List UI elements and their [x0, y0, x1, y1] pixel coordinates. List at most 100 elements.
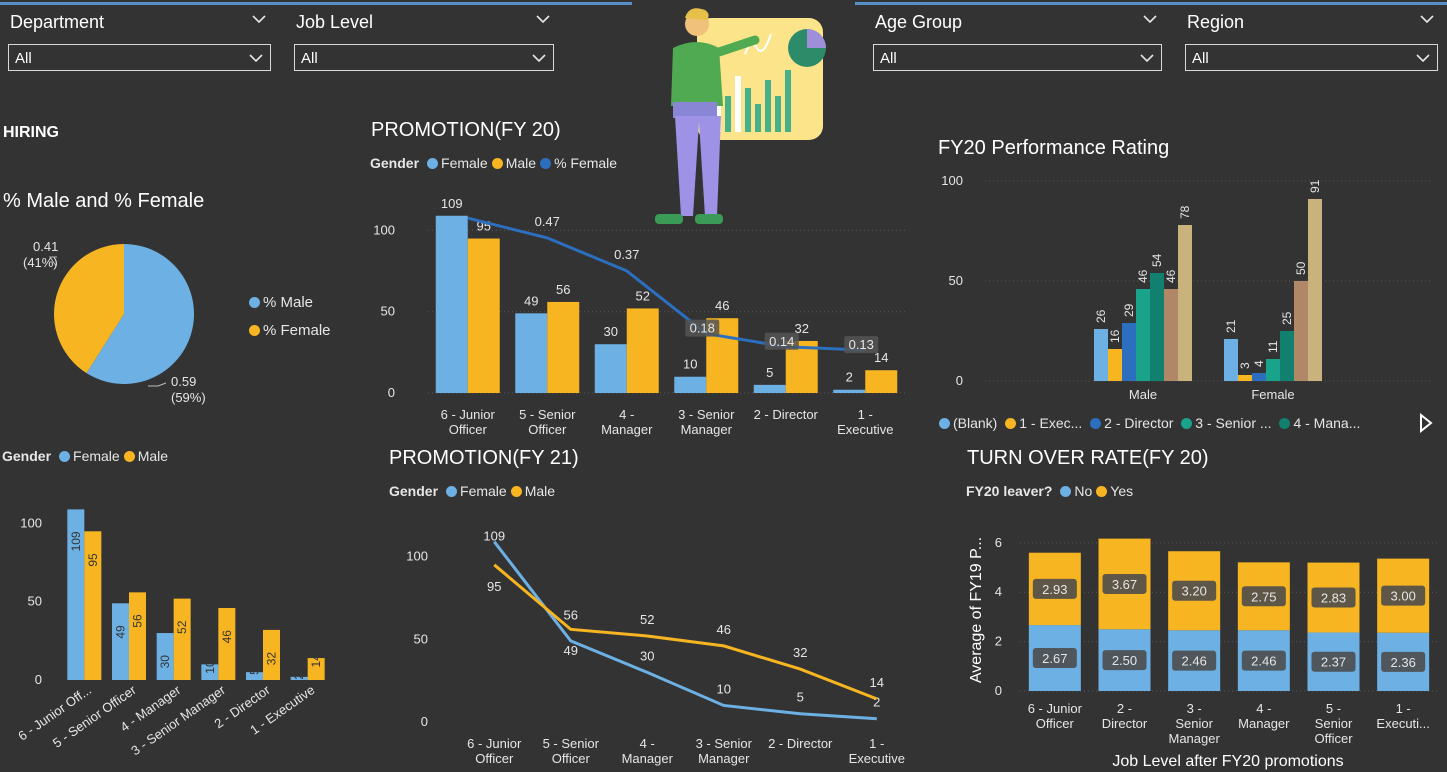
pie-label-male-pct: (59%) [171, 390, 206, 405]
chevron-down-icon[interactable] [534, 10, 552, 28]
pie-chart: 0.41 (41%) 0.59 (59%) [23, 239, 206, 405]
data-label-bg [1381, 585, 1426, 606]
chevron-down-icon [249, 54, 263, 63]
bar-rating-1 [1094, 329, 1108, 381]
data-label: 56 [131, 614, 145, 628]
legend-item-blank[interactable]: (Blank) [935, 415, 997, 431]
data-label: 30 [158, 655, 172, 669]
y-tick-label: 6 [995, 535, 1002, 550]
data-label-bg [1102, 650, 1147, 671]
perf-title: FY20 Performance Rating [938, 137, 1170, 159]
legend-label: 4 - Mana... [1293, 415, 1361, 431]
legend-item-manager[interactable]: 4 - Mana... [1275, 415, 1360, 431]
data-label: 46 [715, 298, 729, 313]
x-tick-label: 3 - [1187, 701, 1202, 716]
legend-label: No [1074, 483, 1093, 499]
chevron-down-icon[interactable] [1418, 10, 1436, 28]
data-label: 49 [524, 293, 538, 308]
data-label: 2.67 [1042, 651, 1067, 666]
legend-label: Female [73, 448, 120, 464]
data-label-bg [1172, 580, 1217, 601]
data-label: 10 [717, 681, 731, 696]
legend-item-female[interactable]: Female [423, 155, 488, 171]
legend-item-female[interactable]: Female [55, 448, 120, 464]
data-label: 14 [309, 654, 323, 668]
pie-label-female-pct: (41%) [23, 255, 58, 270]
bar-rating-6 [1294, 281, 1308, 381]
data-label: 49 [564, 643, 578, 658]
line-data-label: 0.14 [769, 334, 794, 349]
data-label: 2.75 [1251, 589, 1276, 604]
x-tick-label: 5 - Senior [519, 407, 576, 422]
data-label: 32 [793, 645, 807, 660]
legend-label: 1 - Exec... [1019, 415, 1083, 431]
data-label: 2 [292, 673, 306, 680]
x-tick-label: Officer [1314, 731, 1353, 746]
pie-legend-male[interactable]: % Male [245, 294, 313, 311]
line-data-label: 0.13 [849, 337, 874, 352]
turnover-stacked-chart: 0 2 4 6 Average of FY19 P... 2.67 2.93 6 - Juni… [968, 535, 1438, 770]
y-tick-label: 4 [995, 584, 1002, 599]
department-dropdown[interactable]: All [8, 44, 271, 71]
data-label: 2.37 [1321, 655, 1346, 670]
chevron-down-icon[interactable] [250, 10, 268, 28]
legend-item-executive[interactable]: 1 - Exec... [1001, 415, 1082, 431]
x-tick-label: 4 - [619, 407, 634, 422]
x-tick-label: Officer [552, 751, 591, 766]
bar-male [547, 301, 580, 393]
x-tick-label: 3 - Senior [678, 407, 735, 422]
y-tick-label: 0 [35, 672, 42, 687]
data-label: 30 [640, 648, 654, 663]
data-label-bg [764, 332, 799, 350]
x-tick-label: Executive [837, 422, 893, 437]
legend-title: Gender [2, 448, 52, 464]
bar-rating-3 [1122, 323, 1136, 381]
age-group-dropdown[interactable]: All [873, 44, 1162, 71]
legend-item-director[interactable]: 2 - Director [1086, 415, 1173, 431]
slicer-title: Department [10, 12, 105, 32]
job-level-dropdown[interactable]: All [294, 44, 554, 71]
legend-item-pct-female[interactable]: % Female [536, 155, 617, 171]
x-tick-label: Manager [1169, 731, 1221, 746]
y-tick-label: 2 [995, 634, 1002, 649]
line-data-label: 0.37 [614, 247, 639, 262]
bar-rating-5 [1280, 331, 1294, 381]
pie-slice-female [54, 244, 124, 374]
slicer-department: Department All [8, 6, 271, 72]
legend-label: Female [460, 483, 507, 499]
dropdown-value: All [15, 50, 32, 67]
data-label: 16 [1108, 329, 1122, 343]
chevron-down-icon[interactable] [1141, 10, 1159, 28]
legend-item-male[interactable]: Male [488, 155, 536, 171]
legend-label: (Blank) [953, 415, 998, 431]
legend-item-no[interactable]: No [1056, 483, 1092, 499]
legend-item-yes[interactable]: Yes [1092, 483, 1133, 499]
pie-legend-female[interactable]: % Female [245, 322, 331, 339]
data-label: 2.50 [1112, 653, 1137, 668]
x-tick-label: 6 - Junior [1028, 701, 1083, 716]
region-dropdown[interactable]: All [1185, 44, 1438, 71]
legend-title: Gender [389, 483, 439, 499]
legend-item-male[interactable]: Male [120, 448, 168, 464]
bar-rating-7 [1178, 225, 1192, 381]
legend-item-female[interactable]: Female [442, 483, 507, 499]
data-label: 11 [1266, 340, 1280, 353]
bar-rating-6 [1164, 289, 1178, 381]
dropdown-value: All [301, 50, 318, 67]
legend-item-male[interactable]: Male [507, 483, 555, 499]
bar-female [674, 376, 707, 393]
legend-item-senior[interactable]: 3 - Senior ... [1177, 415, 1272, 431]
chevron-down-icon [1140, 54, 1154, 63]
legend-next-icon[interactable] [1419, 413, 1433, 433]
bar-female [290, 676, 308, 680]
x-tick-label: 1 - [1396, 701, 1411, 716]
bar-rating-4 [1136, 289, 1150, 381]
series-line-female [493, 540, 877, 721]
legend-label: Male [505, 155, 537, 171]
x-tick-label: Director [1102, 716, 1148, 731]
x-tick-label: 5 - Senior [543, 736, 600, 751]
data-label: 3.67 [1112, 577, 1137, 592]
bar-female [515, 313, 548, 393]
pie-label-male-value: 0.59 [171, 374, 196, 389]
